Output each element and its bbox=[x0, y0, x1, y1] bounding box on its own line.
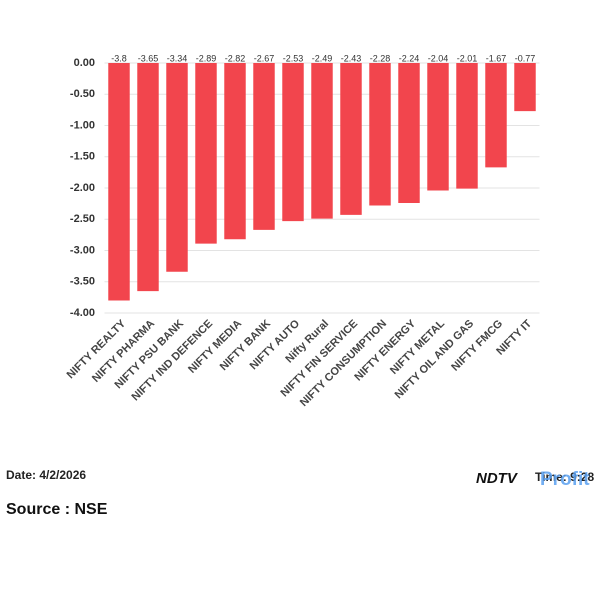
y-tick-label: -1.50 bbox=[70, 151, 95, 163]
value-label: -2.67 bbox=[254, 53, 275, 63]
bar bbox=[427, 63, 449, 191]
bar bbox=[108, 63, 130, 301]
value-label: -2.24 bbox=[399, 53, 420, 63]
y-tick-label: -4.00 bbox=[70, 307, 95, 319]
bar bbox=[137, 63, 159, 292]
value-label: -3.65 bbox=[138, 53, 159, 63]
bar bbox=[311, 63, 333, 219]
bar bbox=[398, 63, 420, 203]
bar bbox=[514, 63, 536, 112]
value-label: -2.53 bbox=[283, 53, 304, 63]
source: Source : NSE bbox=[6, 501, 108, 518]
value-label: -0.77 bbox=[515, 53, 536, 63]
value-label: -3.34 bbox=[167, 53, 188, 63]
y-tick-label: -0.50 bbox=[70, 88, 95, 100]
y-tick-label: -1.00 bbox=[70, 119, 95, 131]
y-tick-label: -2.00 bbox=[70, 182, 95, 194]
bar bbox=[485, 63, 507, 168]
y-tick-label: -2.50 bbox=[70, 213, 95, 225]
bar bbox=[195, 63, 217, 244]
bar bbox=[456, 63, 478, 189]
value-label: -3.8 bbox=[111, 53, 127, 63]
date: Date: 4/2/2026 bbox=[6, 468, 86, 482]
bar bbox=[282, 63, 304, 222]
brand-logo-sub: Profit bbox=[540, 469, 590, 490]
y-tick-label: -3.00 bbox=[70, 244, 95, 256]
value-label: -2.04 bbox=[428, 53, 449, 63]
value-label: -2.01 bbox=[457, 53, 478, 63]
y-tick-label: -3.50 bbox=[70, 276, 95, 288]
value-label: -1.67 bbox=[486, 53, 507, 63]
value-label: -2.82 bbox=[225, 53, 246, 63]
value-label: -2.43 bbox=[341, 53, 362, 63]
time: Time: 9:28 bbox=[535, 470, 594, 484]
y-tick-label: 0.00 bbox=[74, 57, 95, 69]
bar bbox=[340, 63, 362, 215]
bar bbox=[166, 63, 188, 272]
brand-logo: NDTV bbox=[476, 470, 519, 487]
bar bbox=[253, 63, 275, 230]
value-label: -2.28 bbox=[370, 53, 391, 63]
value-label: -2.49 bbox=[312, 53, 333, 63]
bar bbox=[369, 63, 391, 206]
value-label: -2.89 bbox=[196, 53, 217, 63]
bar bbox=[224, 63, 246, 240]
